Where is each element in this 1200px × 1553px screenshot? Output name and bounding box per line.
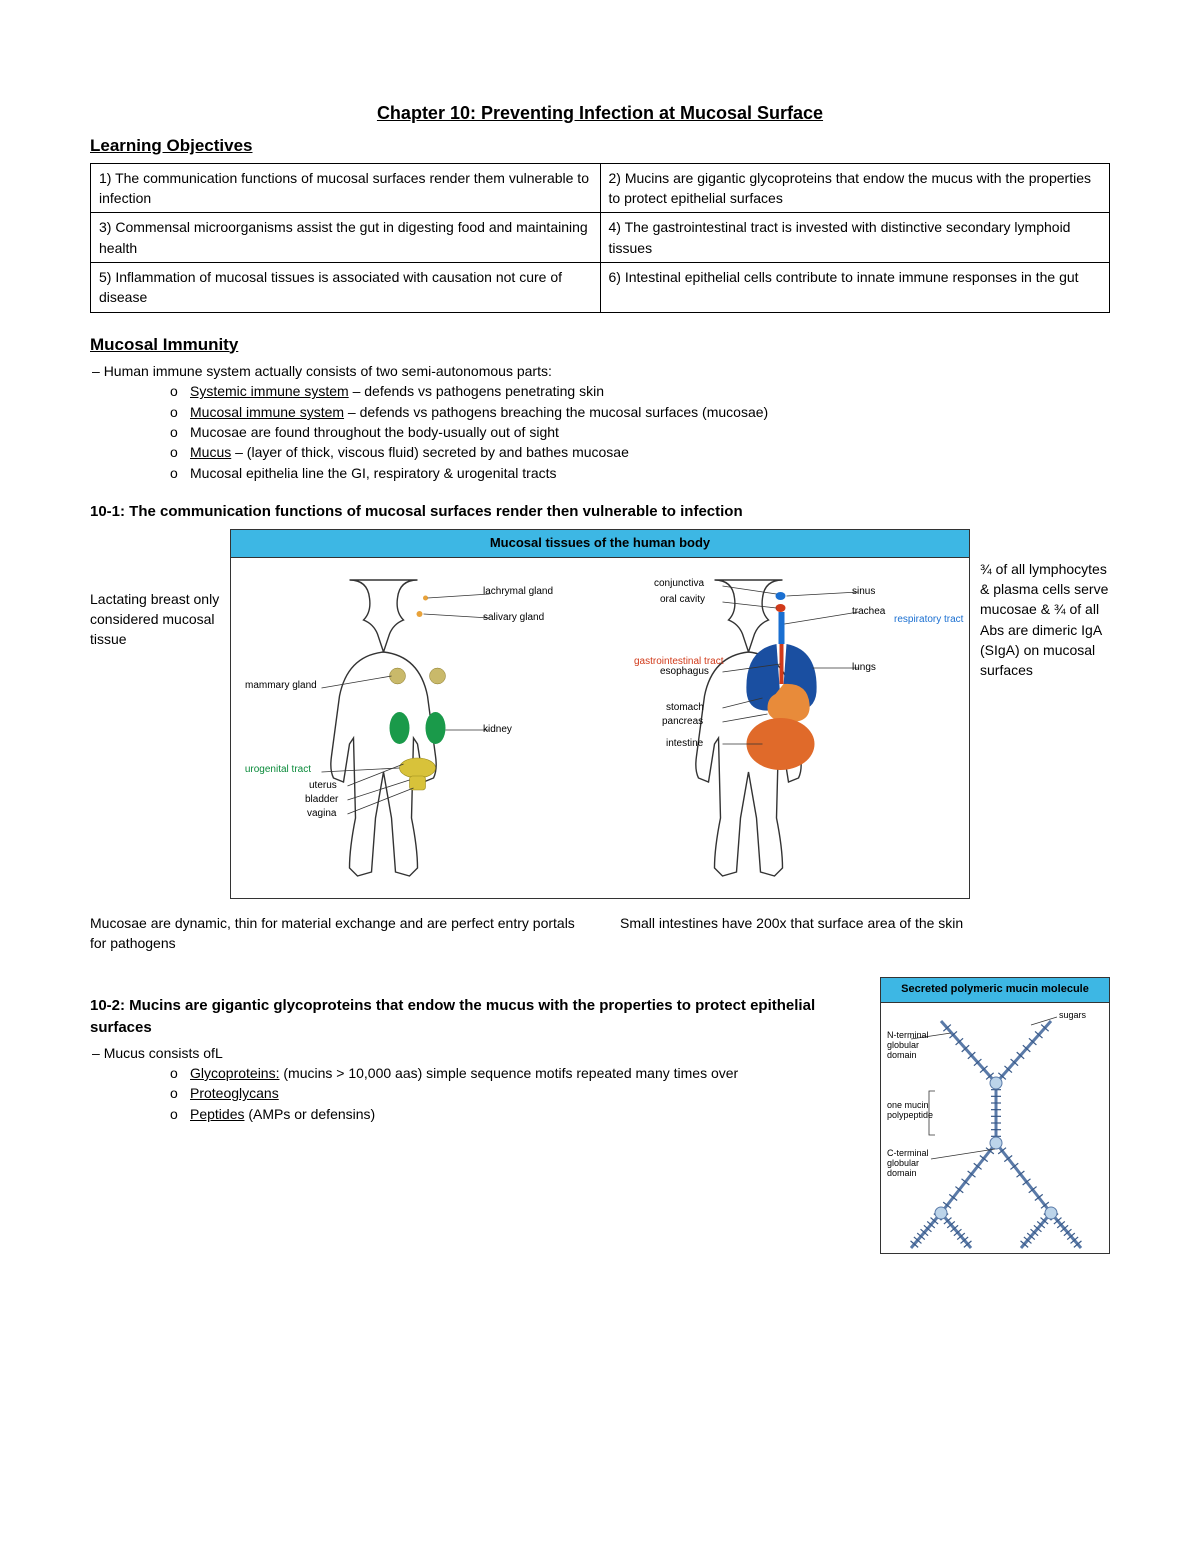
label-intestine: intestine: [666, 738, 703, 750]
objective-cell: 3) Commensal microorganisms assist the g…: [91, 213, 601, 263]
label-sinus: sinus: [852, 586, 875, 598]
label-trachea: trachea: [852, 606, 885, 618]
label-oral: oral cavity: [660, 594, 705, 606]
intro-line: Human immune system actually consists of…: [90, 361, 1110, 381]
table-row: 3) Commensal microorganisms assist the g…: [91, 213, 1110, 263]
left-side-note: Lactating breast only considered mucosal…: [90, 529, 220, 650]
label-uterus: uterus: [309, 780, 337, 792]
label-lachrymal: lachrymal gland: [483, 586, 553, 598]
label-lungs: lungs: [852, 662, 876, 674]
table-row: 1) The communication functions of mucosa…: [91, 163, 1110, 213]
objective-cell: 2) Mucins are gigantic glycoproteins tha…: [600, 163, 1110, 213]
body-figure-left: lachrymal gland salivary gland mammary g…: [239, 568, 596, 888]
label-esophagus: esophagus: [660, 666, 709, 678]
mucin-label-onepoly: one mucin polypeptide: [887, 1101, 941, 1121]
label-respiratory: respiratory tract: [894, 614, 963, 626]
list-item: Proteoglycans: [90, 1083, 860, 1103]
right-side-note: ¾ of all lymphocytes & plasma cells serv…: [980, 529, 1110, 681]
list-item: Mucosae are found throughout the body-us…: [90, 422, 1110, 442]
objective-cell: 6) Intestinal epithelial cells contribut…: [600, 262, 1110, 312]
label-bladder: bladder: [305, 794, 338, 806]
caption-left: Mucosae are dynamic, thin for material e…: [90, 913, 580, 954]
list-item: Mucosal immune system – defends vs patho…: [90, 402, 1110, 422]
label-conjunctiva: conjunctiva: [654, 578, 704, 590]
mucin-molecule-figure: Secreted polymeric mucin molecule: [880, 977, 1110, 1254]
list-item: Mucosal epithelia line the GI, respirato…: [90, 463, 1110, 483]
objectives-table: 1) The communication functions of mucosa…: [90, 163, 1110, 313]
mucin-figure-title: Secreted polymeric mucin molecule: [881, 978, 1109, 1003]
body-figure-right: conjunctiva oral cavity sinus trachea re…: [604, 568, 961, 888]
label-urogenital: urogenital tract: [243, 764, 311, 776]
list-item: Mucus – (layer of thick, viscous fluid) …: [90, 442, 1110, 462]
objective-cell: 5) Inflammation of mucosal tissues is as…: [91, 262, 601, 312]
mucin-label-sugars: sugars: [1059, 1011, 1086, 1021]
mucosal-immunity-heading: Mucosal Immunity: [90, 333, 1110, 358]
table-row: 5) Inflammation of mucosal tissues is as…: [91, 262, 1110, 312]
section-10-1-heading: 10-1: The communication functions of muc…: [90, 501, 1110, 523]
label-stomach: stomach: [666, 702, 704, 714]
list-item: Systemic immune system – defends vs path…: [90, 381, 1110, 401]
label-pancreas: pancreas: [662, 716, 703, 728]
objective-cell: 4) The gastrointestinal tract is investe…: [600, 213, 1110, 263]
list-item: Glycoproteins: (mucins > 10,000 aas) sim…: [90, 1063, 860, 1083]
mucosal-tissues-figure: Mucosal tissues of the human body: [230, 529, 970, 899]
label-mammary: mammary gland: [245, 680, 311, 692]
diagram-row: Lactating breast only considered mucosal…: [90, 529, 1110, 899]
learning-objectives-heading: Learning Objectives: [90, 134, 1110, 159]
mucin-label-cterm: C-terminal globular domain: [887, 1149, 939, 1179]
objective-cell: 1) The communication functions of mucosa…: [91, 163, 601, 213]
chapter-title: Chapter 10: Preventing Infection at Muco…: [90, 100, 1110, 126]
section-10-2-heading: 10-2: Mucins are gigantic glycoproteins …: [90, 995, 860, 1039]
label-vagina: vagina: [307, 808, 336, 820]
mucus-intro: Mucus consists ofL: [90, 1043, 860, 1063]
list-item: Peptides (AMPs or defensins): [90, 1104, 860, 1124]
caption-right: Small intestines have 200x that surface …: [620, 913, 1110, 954]
mucin-label-nterm: N-terminal globular domain: [887, 1031, 937, 1061]
figure-title: Mucosal tissues of the human body: [231, 530, 969, 558]
label-salivary: salivary gland: [483, 612, 544, 624]
label-kidney: kidney: [483, 724, 512, 736]
